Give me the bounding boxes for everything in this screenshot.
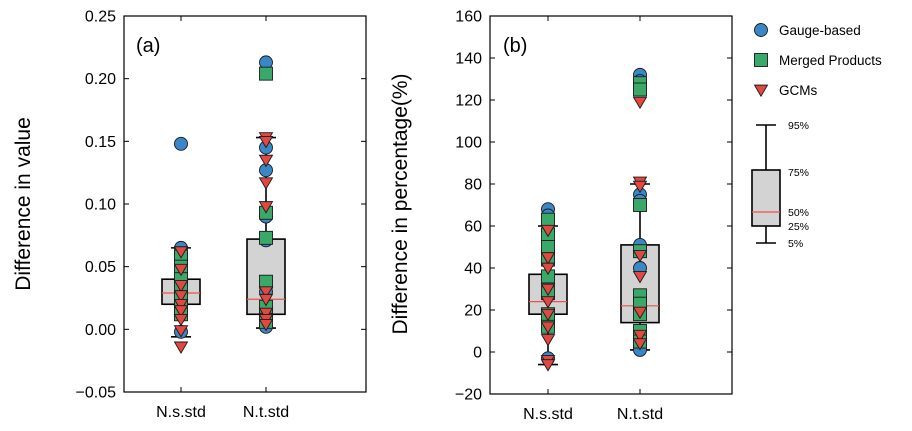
data-point-triangle-down <box>258 136 274 149</box>
panel-a: −0.05 0.00 0.05 0.10 0.15 0.20 0.25 N.s.std N.t.… <box>12 9 367 421</box>
data-point-triangle-down <box>173 298 189 312</box>
legend-label: GCMs <box>779 83 817 98</box>
data-point-circle <box>174 136 188 151</box>
box-key-label: 95% <box>788 120 809 132</box>
data-point-triangle-down <box>632 180 648 194</box>
box-key-label: 5% <box>788 238 803 250</box>
y-tick-label: 0.10 <box>85 197 116 214</box>
legend-marker-triangle-down <box>753 84 769 98</box>
data-point-triangle-down <box>540 283 556 297</box>
y-tick-label: 80 <box>464 177 482 194</box>
data-point-triangle-down <box>173 246 189 259</box>
y-tick-label: 120 <box>455 93 482 110</box>
y-tick-label: 160 <box>455 9 482 26</box>
legend-marker-square <box>754 53 768 67</box>
y-tick-label: 0.25 <box>85 9 116 26</box>
legend-marker-circle <box>754 23 768 37</box>
panel-label: (a) <box>136 35 160 57</box>
plot-frame <box>489 15 733 395</box>
y-axis-label: Difference in value <box>12 117 35 291</box>
data-point-triangle-down <box>258 293 274 307</box>
data-point-triangle-down <box>632 329 648 343</box>
data-point-triangle-down <box>173 325 189 338</box>
y-tick-label: 0.05 <box>85 259 116 276</box>
x-tick-label: N.s.std <box>523 406 573 423</box>
data-point-triangle-down <box>540 262 556 276</box>
y-axis-label: Difference in percentage(%) <box>389 73 412 334</box>
data-point-triangle-down <box>540 252 556 265</box>
y-tick-label: 60 <box>464 219 482 236</box>
data-point-triangle-down <box>540 334 556 347</box>
data-point-triangle-down <box>258 286 274 299</box>
panel-b: −20 0 20 40 60 80 100 120 140 160 N.s.std N.t.std Di… <box>389 9 733 423</box>
data-point-triangle-down <box>258 318 274 332</box>
data-point-triangle-down <box>632 250 648 263</box>
panel-label: (b) <box>503 35 527 57</box>
y-tick-label: 0 <box>473 345 482 362</box>
data-point-square <box>633 198 647 212</box>
data-point-triangle-down <box>173 341 189 354</box>
y-tick-label: −0.05 <box>76 385 117 402</box>
data-point-triangle-down <box>632 338 648 351</box>
y-tick-label: 40 <box>464 261 482 278</box>
data-point-triangle-down <box>258 177 274 190</box>
box-key-label: 25% <box>788 221 809 233</box>
data-point-triangle-down <box>173 290 189 303</box>
box-key-label: 50% <box>788 207 809 219</box>
data-point-square <box>259 274 273 289</box>
y-tick-label: −20 <box>455 387 482 404</box>
data-point-triangle-down <box>173 263 189 277</box>
data-point-triangle-down <box>173 313 189 327</box>
x-tick-label: N.t.std <box>243 404 289 421</box>
legend-label: Merged Products <box>779 53 882 68</box>
data-point-triangle-down <box>540 359 556 372</box>
box-key-label: 75% <box>788 167 809 179</box>
data-point-triangle-down <box>540 321 556 334</box>
data-point-square <box>259 66 273 81</box>
y-tick-label: 100 <box>455 135 482 152</box>
data-point-triangle-down <box>258 154 274 168</box>
data-point-triangle-down <box>540 308 556 322</box>
data-point-square <box>259 230 273 245</box>
y-tick-label: 20 <box>464 303 482 320</box>
data-point-triangle-down <box>258 201 274 214</box>
data-point-triangle-down <box>632 271 648 284</box>
data-point-triangle-down <box>540 224 556 238</box>
data-point-triangle-down <box>258 307 274 321</box>
plot-frame <box>123 15 367 393</box>
key-box <box>751 169 781 227</box>
legend-label: Gauge-based <box>779 23 861 38</box>
y-tick-label: 0.20 <box>85 71 116 88</box>
data-point-triangle-down <box>173 280 189 293</box>
y-tick-label: 0.15 <box>85 134 116 151</box>
data-point-triangle-down <box>632 306 648 320</box>
x-tick-label: N.t.std <box>617 406 663 423</box>
legend: Gauge-based Merged Products GCMs 95% 75% 50% 2… <box>751 23 882 250</box>
data-point-square <box>541 240 555 254</box>
x-tick-label: N.s.std <box>156 404 206 421</box>
data-point-triangle-down <box>173 305 189 318</box>
y-tick-label: 0.00 <box>85 322 116 339</box>
data-point-triangle-down <box>632 96 648 110</box>
data-point-square <box>633 82 647 97</box>
data-point-triangle-down <box>540 296 556 309</box>
data-point-square <box>541 212 555 227</box>
y-tick-label: 140 <box>455 51 482 68</box>
